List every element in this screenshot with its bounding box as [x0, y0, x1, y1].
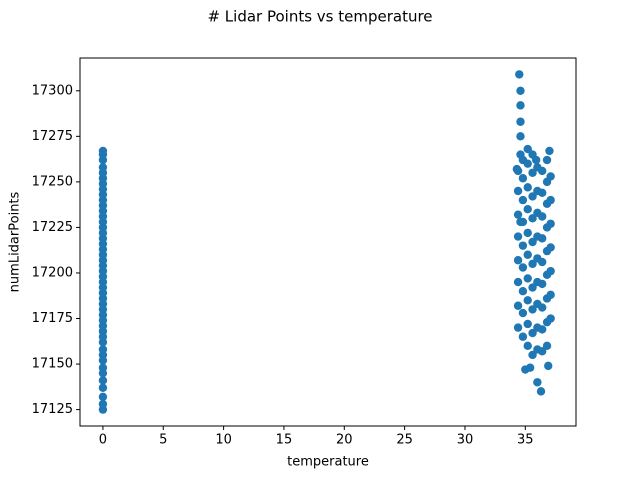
point	[513, 210, 523, 219]
point	[513, 186, 523, 196]
point	[523, 183, 532, 192]
point	[515, 70, 524, 79]
x-tick-label: 30	[457, 433, 474, 448]
y-tick-label: 17200	[32, 265, 73, 280]
point	[538, 234, 547, 243]
y-tick-label: 17250	[32, 174, 73, 189]
x-axis-label: temperature	[287, 455, 369, 470]
point	[513, 256, 523, 265]
point	[512, 164, 522, 174]
point	[516, 217, 525, 227]
point	[518, 174, 528, 183]
x-tick-label: 10	[215, 433, 232, 448]
y-axis-label: numLidarPoints	[8, 191, 23, 292]
point	[518, 332, 528, 341]
point	[523, 250, 532, 259]
point	[516, 117, 525, 126]
point	[528, 305, 537, 314]
point	[542, 155, 552, 165]
point	[538, 166, 547, 176]
point	[98, 345, 108, 354]
point	[98, 383, 108, 392]
point	[542, 341, 552, 351]
point	[546, 314, 555, 323]
point	[98, 146, 108, 156]
point	[513, 277, 523, 287]
point	[523, 205, 532, 214]
point	[98, 399, 108, 409]
point	[518, 263, 528, 272]
x-tick-label: 20	[336, 433, 353, 448]
point	[538, 279, 547, 289]
point	[523, 159, 532, 168]
point	[528, 237, 537, 247]
y-tick-label: 17125	[32, 402, 73, 417]
point	[518, 241, 528, 250]
x-tick-label: 25	[396, 433, 413, 448]
point	[528, 168, 537, 177]
point	[98, 163, 108, 172]
point	[98, 392, 108, 402]
point	[544, 361, 553, 371]
point	[546, 243, 555, 252]
y-tick-label: 17275	[32, 129, 73, 144]
point	[546, 195, 555, 205]
point	[525, 363, 535, 372]
point	[516, 86, 525, 95]
point	[523, 341, 532, 351]
point	[546, 266, 555, 276]
y-tick-label: 17175	[32, 311, 73, 326]
y-tick-label: 17225	[32, 220, 73, 235]
point	[98, 376, 108, 385]
x-tick-label: 15	[276, 433, 293, 448]
point	[528, 283, 537, 292]
x-tick-label: 35	[517, 433, 534, 448]
point	[528, 214, 537, 223]
point	[528, 259, 537, 269]
point	[528, 192, 537, 201]
point	[513, 323, 523, 332]
x-tick-label: 5	[159, 433, 167, 448]
point	[538, 257, 547, 267]
point	[518, 195, 528, 205]
point	[536, 387, 546, 396]
point	[523, 319, 532, 329]
point	[528, 350, 537, 360]
point	[538, 212, 547, 221]
point	[518, 308, 528, 318]
point	[533, 378, 542, 387]
point	[538, 188, 547, 198]
point	[538, 325, 547, 334]
point	[513, 232, 523, 241]
plot-area	[98, 70, 555, 414]
point	[516, 101, 525, 110]
point	[528, 328, 537, 338]
point	[545, 146, 554, 156]
y-tick-label: 17150	[32, 357, 73, 372]
point	[546, 290, 555, 300]
point	[523, 274, 532, 283]
point	[531, 155, 541, 165]
axes-frame	[79, 57, 577, 427]
point	[523, 144, 532, 154]
y-tick-label: 17300	[32, 83, 73, 98]
point	[523, 228, 532, 238]
point	[538, 303, 547, 312]
point	[516, 132, 525, 141]
chart-title: # Lidar Points vs temperature	[207, 8, 432, 26]
point	[546, 172, 555, 181]
point	[546, 219, 555, 228]
point	[523, 296, 532, 305]
point	[513, 301, 523, 310]
point	[98, 363, 108, 372]
x-tick-label: 0	[99, 433, 107, 448]
point	[518, 286, 528, 296]
point	[538, 347, 547, 356]
